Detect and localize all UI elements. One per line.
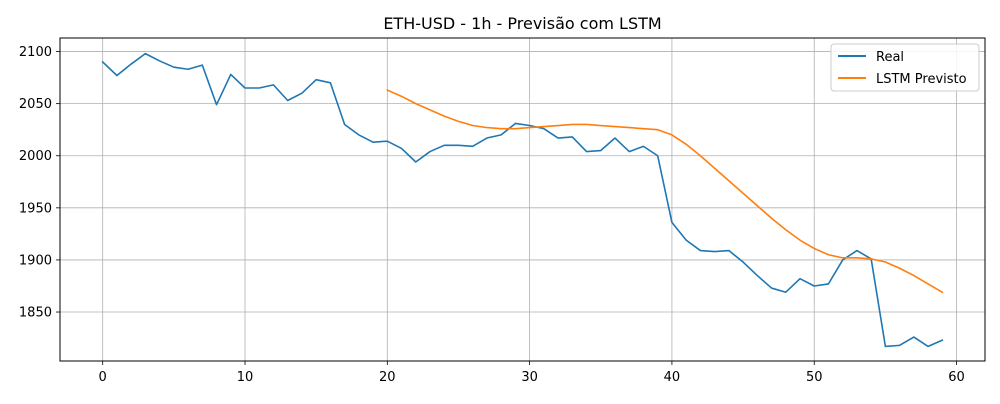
series-line-real xyxy=(101,52,944,348)
legend: Real LSTM Previsto xyxy=(830,43,980,92)
x-tick-label: 50 xyxy=(806,370,823,385)
x-tick-label: 40 xyxy=(664,370,681,385)
x-tick-label: 0 xyxy=(99,370,107,385)
y-tick-label: 1950 xyxy=(19,201,52,216)
y-tick-label: 2100 xyxy=(19,45,52,60)
chart-title: ETH-USD - 1h - Previsão com LSTM xyxy=(383,14,661,33)
y-tick-label: 1900 xyxy=(19,253,52,268)
y-tick-label: 1850 xyxy=(19,306,52,321)
plot-frame xyxy=(59,37,986,362)
y-tick-label: 2050 xyxy=(19,97,52,112)
x-tick-label: 60 xyxy=(948,370,965,385)
grid-lines xyxy=(60,38,985,361)
axis-ticks: 0 10 20 30 40 50 60 1850 1900 1950 2000 2050 2100 xyxy=(19,45,965,385)
legend-label-real: Real xyxy=(876,50,904,65)
y-tick-label: 2000 xyxy=(19,149,52,164)
x-tick-label: 30 xyxy=(521,370,538,385)
legend-box xyxy=(830,43,980,92)
x-tick-label: 20 xyxy=(379,370,396,385)
x-tick-label: 10 xyxy=(237,370,254,385)
legend-label-lstm: LSTM Previsto xyxy=(876,72,967,87)
series-line-lstm-previsto xyxy=(386,89,944,294)
series-lines xyxy=(101,52,944,348)
